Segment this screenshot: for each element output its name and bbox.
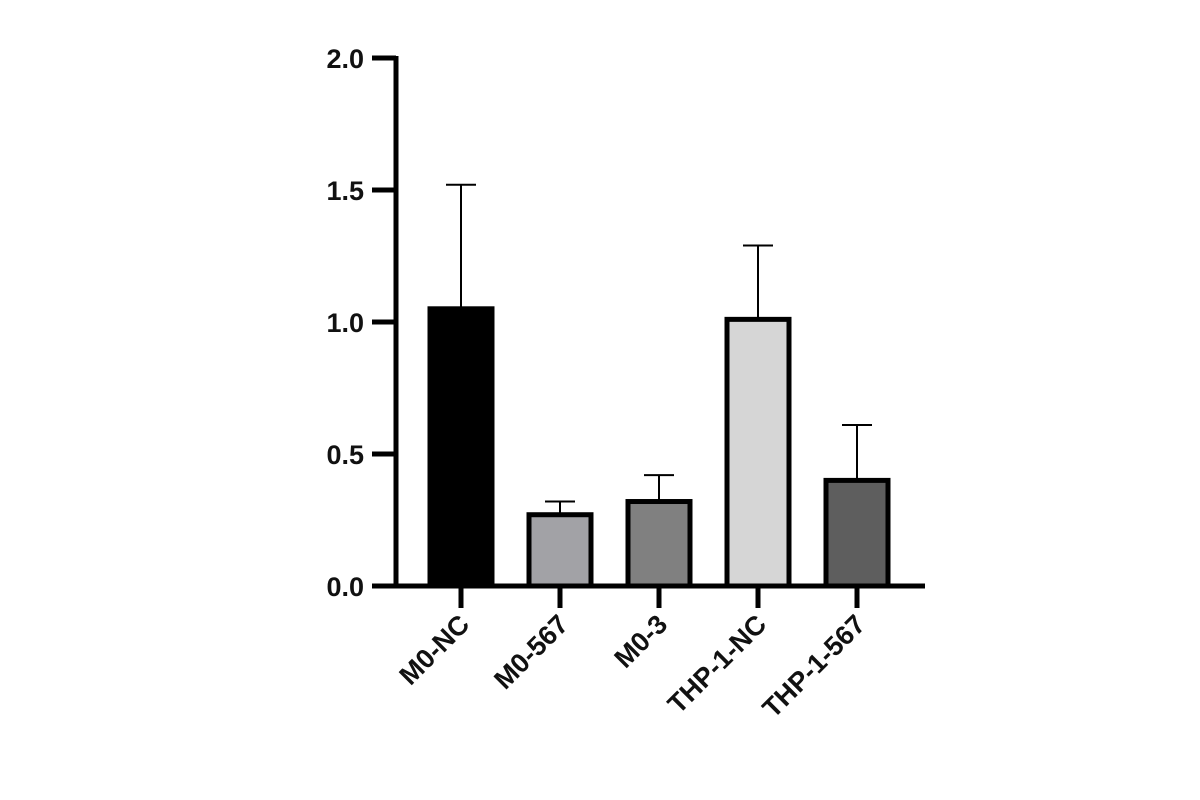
y-tick-label: 2.0: [326, 44, 364, 74]
bar: [823, 477, 891, 589]
bar: [625, 499, 693, 589]
x-tick-label: M0-567: [488, 609, 574, 695]
x-tick-label: M0-3: [609, 609, 674, 674]
y-tick-label: 1.0: [326, 308, 364, 338]
y-tick-label: 1.5: [326, 176, 364, 206]
bar: [724, 316, 792, 589]
x-tick-label: THP-1-567: [757, 609, 872, 724]
x-tick-label: M0-NC: [394, 609, 476, 691]
y-tick-label: 0.0: [326, 572, 364, 602]
bar: [427, 306, 495, 589]
y-tick-label: 0.5: [326, 440, 364, 470]
bar: [526, 512, 594, 589]
